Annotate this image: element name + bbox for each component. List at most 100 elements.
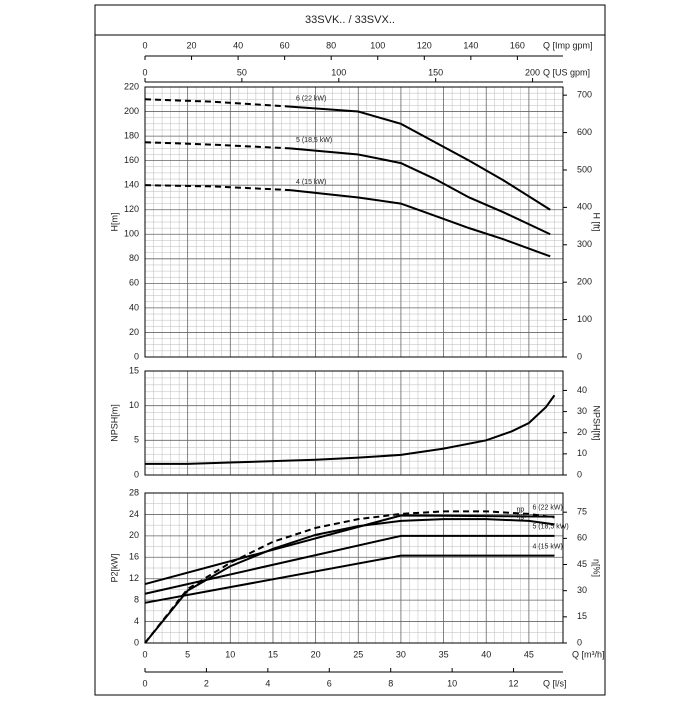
y-tick-label: 5 <box>134 435 139 445</box>
x-tick-label: 20 <box>311 649 321 659</box>
plot-area <box>144 492 564 644</box>
y-tick-label: 24 <box>129 509 139 519</box>
secondary-tick-label: 40 <box>233 40 243 50</box>
curve <box>145 394 556 465</box>
curve-label: ηgr <box>516 513 527 520</box>
x-tick-label: 15 <box>268 649 278 659</box>
y2-tick-label: 500 <box>577 164 592 174</box>
curve <box>289 189 551 258</box>
y2-tick-label: 300 <box>577 239 592 249</box>
y-tick-label: 160 <box>124 155 139 165</box>
y-axis-title: P2[kW] <box>109 553 119 582</box>
y-tick-label: 140 <box>124 180 139 190</box>
secondary-tick-label: 150 <box>428 67 443 77</box>
curve <box>144 184 291 192</box>
y2-tick-label: 0 <box>577 637 582 647</box>
secondary-tick-label: 60 <box>280 40 290 50</box>
secondary-tick-label: 0 <box>142 40 147 50</box>
y-tick-label: 100 <box>124 229 139 239</box>
x-tick-label: 40 <box>481 649 491 659</box>
chart-title: 33SVK.. / 33SVX.. <box>305 14 395 26</box>
y-tick-label: 10 <box>129 400 139 410</box>
y2-tick-label: 40 <box>577 385 587 395</box>
y2-tick-label: 20 <box>577 427 587 437</box>
secondary-tick-label: 12 <box>509 678 519 688</box>
x-tick-label: 45 <box>524 649 534 659</box>
secondary-tick-label: 100 <box>370 40 385 50</box>
y-tick-label: 20 <box>129 327 139 337</box>
curve <box>289 147 551 236</box>
secondary-tick-label: 2 <box>204 678 209 688</box>
y2-axis-title: H [ft] <box>592 212 602 231</box>
y-tick-label: 0 <box>134 351 139 361</box>
secondary-tick-label: 140 <box>463 40 478 50</box>
y-tick-label: 0 <box>134 637 139 647</box>
secondary-axis-title: Q [Imp gpm] <box>543 40 593 50</box>
y-tick-label: 15 <box>129 365 139 375</box>
secondary-tick-label: 6 <box>327 678 332 688</box>
y2-tick-label: 15 <box>577 611 587 621</box>
y2-tick-label: 45 <box>577 559 587 569</box>
y-axis-title: H[m] <box>109 213 119 232</box>
curve <box>289 105 551 211</box>
curve-label: 4 (15 kW) <box>296 179 326 186</box>
plot-area <box>144 370 564 476</box>
y2-tick-label: 75 <box>577 507 587 517</box>
secondary-tick-label: 4 <box>265 678 270 688</box>
x-tick-label: 10 <box>225 649 235 659</box>
y-tick-label: 220 <box>124 81 139 91</box>
secondary-tick-label: 8 <box>388 678 393 688</box>
y-tick-label: 8 <box>134 595 139 605</box>
y-tick-label: 28 <box>129 487 139 497</box>
x-tick-label: 5 <box>185 649 190 659</box>
y-tick-label: 4 <box>134 616 139 626</box>
curve <box>144 510 555 644</box>
curve <box>144 534 555 595</box>
y-tick-label: 0 <box>134 469 139 479</box>
y2-tick-label: 400 <box>577 202 592 212</box>
secondary-tick-label: 10 <box>447 678 457 688</box>
y-tick-label: 16 <box>129 552 139 562</box>
y2-tick-label: 200 <box>577 277 592 287</box>
y-tick-label: 200 <box>124 106 139 116</box>
y-tick-label: 60 <box>129 278 139 288</box>
y2-tick-label: 60 <box>577 533 587 543</box>
y2-tick-label: 700 <box>577 90 592 100</box>
x-tick-label: 0 <box>142 649 147 659</box>
y2-axis-title: NPSH[ft] <box>592 405 602 440</box>
y2-tick-label: 10 <box>577 448 587 458</box>
curve-label: 6 (22 kW) <box>532 504 562 511</box>
curve <box>144 98 291 108</box>
y2-axis-title: η[%] <box>592 559 602 577</box>
y-tick-label: 180 <box>124 130 139 140</box>
y-tick-label: 40 <box>129 302 139 312</box>
y-tick-label: 80 <box>129 253 139 263</box>
x-tick-label: 30 <box>396 649 406 659</box>
curve <box>144 141 291 150</box>
secondary-axis-title: Q [l/s] <box>543 678 567 688</box>
secondary-tick-label: 120 <box>417 40 432 50</box>
y-axis-title: NPSH[m] <box>109 404 119 442</box>
curve-label: 4 (15 kW) <box>532 544 562 551</box>
y2-tick-label: 30 <box>577 406 587 416</box>
curve <box>144 518 555 644</box>
y-tick-label: 120 <box>124 204 139 214</box>
secondary-tick-label: 50 <box>237 67 247 77</box>
secondary-axis-title: Q [US gpm] <box>543 67 590 77</box>
secondary-tick-label: 200 <box>525 67 540 77</box>
secondary-tick-label: 0 <box>142 67 147 77</box>
curve <box>144 554 555 604</box>
curve-label: ηp <box>516 506 524 513</box>
curve-label: 6 (22 kW) <box>296 95 326 102</box>
secondary-tick-label: 0 <box>142 678 147 688</box>
secondary-tick-label: 80 <box>326 40 336 50</box>
y2-tick-label: 30 <box>577 585 587 595</box>
frame <box>94 4 606 696</box>
y2-tick-label: 0 <box>577 469 582 479</box>
y2-tick-label: 100 <box>577 314 592 324</box>
curve-label: 5 (18,5 kW) <box>296 137 332 144</box>
y-tick-label: 12 <box>129 573 139 583</box>
y2-tick-label: 0 <box>577 351 582 361</box>
secondary-tick-label: 20 <box>187 40 197 50</box>
